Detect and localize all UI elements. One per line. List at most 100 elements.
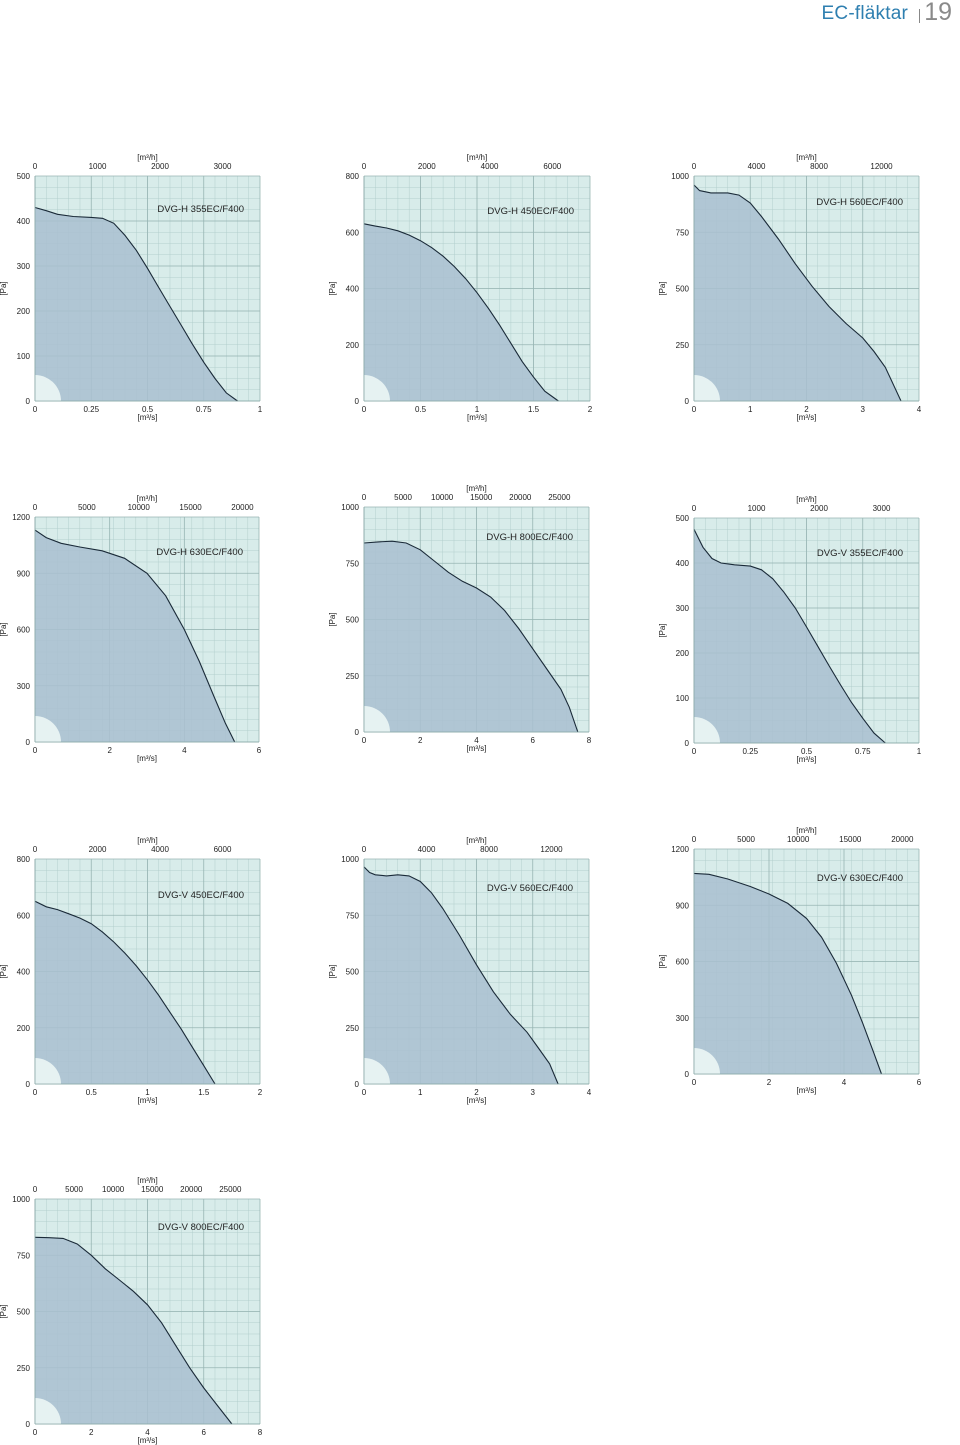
x-tick-label: 0.75 bbox=[196, 405, 212, 414]
x2-tick-label: 8000 bbox=[480, 845, 498, 854]
x-tick-label: 0.5 bbox=[801, 747, 813, 756]
chart-title: DVG-H 450EC/F400 bbox=[487, 206, 574, 217]
curve-area bbox=[364, 541, 578, 732]
x-tick-label: 0 bbox=[33, 1428, 38, 1437]
y-tick-label: 800 bbox=[346, 172, 360, 181]
x2-tick-label: 0 bbox=[692, 504, 697, 513]
chart-title: DVG-V 450EC/F400 bbox=[158, 890, 244, 901]
x-tick-label: 8 bbox=[258, 1428, 263, 1437]
x-tick-label: 1.5 bbox=[528, 405, 540, 414]
x-tick-label: 4 bbox=[182, 746, 187, 755]
y-tick-label: 1200 bbox=[671, 845, 689, 854]
y-tick-label: 0 bbox=[355, 397, 360, 406]
x2-tick-label: 1000 bbox=[748, 504, 766, 513]
curve-line bbox=[363, 223, 559, 402]
x2-tick-label: 0 bbox=[692, 835, 697, 844]
x2-tick-label: 0 bbox=[692, 162, 697, 171]
x-tick-label: 2 bbox=[89, 1428, 94, 1437]
x-tick-label: 0 bbox=[692, 405, 697, 414]
x2-tick-label: 20000 bbox=[180, 1185, 203, 1194]
y-tick-label: 800 bbox=[17, 855, 31, 864]
y-axis-label: [Pa] bbox=[658, 281, 667, 295]
chart-title: DVG-H 630EC/F400 bbox=[156, 547, 243, 558]
x2-axis-label: [m³/h] bbox=[466, 484, 486, 493]
y-tick-label: 600 bbox=[17, 626, 31, 635]
x2-axis-label: [m³/h] bbox=[137, 836, 157, 845]
x2-tick-label: 20000 bbox=[231, 503, 254, 512]
x-tick-label: 2 bbox=[804, 405, 809, 414]
corner-mark bbox=[364, 1058, 390, 1084]
y-tick-label: 400 bbox=[17, 217, 31, 226]
x-tick-label: 0 bbox=[33, 405, 38, 414]
x-axis-label: [m³/s] bbox=[467, 413, 487, 422]
x-tick-label: 1 bbox=[418, 1088, 423, 1097]
page-number: 19 bbox=[924, 0, 952, 26]
corner-mark bbox=[35, 1058, 61, 1084]
chart-title: DVG-V 355EC/F400 bbox=[817, 548, 903, 559]
x2-tick-label: 4000 bbox=[748, 162, 766, 171]
y-tick-label: 900 bbox=[676, 901, 690, 910]
y-tick-label: 900 bbox=[17, 569, 31, 578]
x-tick-label: 2 bbox=[588, 405, 593, 414]
y-tick-label: 300 bbox=[17, 262, 31, 271]
x-tick-label: 1 bbox=[748, 405, 753, 414]
curve-line bbox=[34, 900, 216, 1085]
x2-tick-label: 0 bbox=[362, 162, 367, 171]
y-tick-label: 750 bbox=[676, 228, 690, 237]
x-tick-label: 3 bbox=[861, 405, 866, 414]
x-tick-label: 2 bbox=[258, 1088, 263, 1097]
x2-tick-label: 15000 bbox=[839, 835, 862, 844]
x2-tick-label: 15000 bbox=[470, 493, 493, 502]
curve-line bbox=[34, 206, 238, 402]
corner-mark bbox=[35, 375, 61, 401]
x2-tick-label: 3000 bbox=[873, 504, 891, 513]
curve-line bbox=[34, 1236, 233, 1425]
x-tick-label: 2 bbox=[767, 1078, 772, 1087]
y-tick-label: 1000 bbox=[12, 1195, 30, 1204]
x-axis-label: [m³/s] bbox=[137, 754, 157, 763]
corner-mark bbox=[694, 375, 720, 401]
curve-line bbox=[363, 866, 559, 1085]
x2-tick-label: 0 bbox=[33, 1185, 38, 1194]
x-tick-label: 0 bbox=[33, 746, 38, 755]
x2-tick-label: 5000 bbox=[78, 503, 96, 512]
x2-tick-label: 0 bbox=[33, 503, 38, 512]
y-tick-label: 500 bbox=[17, 172, 31, 181]
y-tick-label: 0 bbox=[355, 728, 360, 737]
curve-area bbox=[35, 901, 215, 1084]
y-tick-label: 0 bbox=[26, 738, 31, 747]
y-tick-label: 100 bbox=[17, 352, 31, 361]
x-axis-label: [m³/s] bbox=[797, 755, 817, 764]
y-tick-label: 300 bbox=[676, 604, 690, 613]
y-tick-label: 600 bbox=[17, 911, 31, 920]
x-tick-label: 2 bbox=[418, 736, 423, 745]
x2-tick-label: 6000 bbox=[543, 162, 561, 171]
x-tick-label: 0 bbox=[33, 1088, 38, 1097]
x-tick-label: 0 bbox=[362, 1088, 367, 1097]
x2-tick-label: 12000 bbox=[540, 845, 563, 854]
x-axis-label: [m³/s] bbox=[138, 1096, 158, 1105]
x-tick-label: 8 bbox=[587, 736, 592, 745]
corner-mark bbox=[364, 706, 390, 732]
y-tick-label: 400 bbox=[346, 285, 360, 294]
x2-tick-label: 6000 bbox=[214, 845, 232, 854]
y-tick-label: 250 bbox=[346, 672, 360, 681]
x2-tick-label: 5000 bbox=[737, 835, 755, 844]
corner-mark bbox=[694, 1048, 720, 1074]
x2-tick-label: 5000 bbox=[65, 1185, 83, 1194]
y-tick-label: 200 bbox=[346, 341, 360, 350]
x-tick-label: 1 bbox=[145, 1088, 150, 1097]
x2-tick-label: 1000 bbox=[89, 162, 107, 171]
corner-mark bbox=[694, 717, 720, 743]
y-axis-label: [Pa] bbox=[0, 281, 8, 295]
y-axis-label: [Pa] bbox=[328, 964, 337, 978]
x2-tick-label: 8000 bbox=[810, 162, 828, 171]
x-tick-label: 1 bbox=[475, 405, 480, 414]
